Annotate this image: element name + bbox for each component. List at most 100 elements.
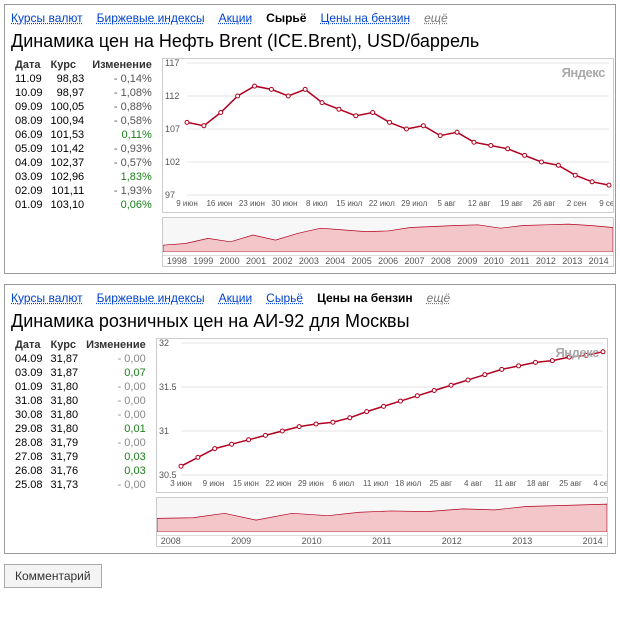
table-row: 02.09101,11- 1,93% xyxy=(11,184,156,198)
overview-chart[interactable]: 2008200920102011201220132014 xyxy=(156,497,608,547)
chart-area: Яндекс971021071121179 июн16 июн23 июн30 … xyxy=(156,58,614,267)
cell-kurs: 101,53 xyxy=(47,128,89,142)
nav-link-2[interactable]: Акции xyxy=(219,291,253,305)
cell-date: 01.09 xyxy=(11,198,47,212)
overview-year: 2005 xyxy=(352,256,372,266)
table-row: 06.09101,530,11% xyxy=(11,128,156,142)
nav-link-3[interactable]: Сырьё xyxy=(266,291,303,305)
panel-title: Динамика цен на Нефть Brent (ICE.Brent),… xyxy=(11,31,609,52)
table-row: 08.09100,94- 0,58% xyxy=(11,114,156,128)
cell-date: 10.09 xyxy=(11,86,47,100)
nav-link-1[interactable]: Биржевые индексы xyxy=(97,291,205,305)
cell-kurs: 31,80 xyxy=(47,394,83,408)
cell-kurs: 31,80 xyxy=(47,422,83,436)
cell-kurs: 102,37 xyxy=(47,156,89,170)
cell-date: 11.09 xyxy=(11,72,47,86)
watermark: Яндекс xyxy=(555,345,598,360)
cell-change: - 0,57% xyxy=(88,156,156,170)
nav-link-0[interactable]: Курсы валют xyxy=(11,291,83,305)
svg-text:15 июл: 15 июл xyxy=(336,199,362,208)
table-row: 25.0831,73- 0,00 xyxy=(11,478,150,492)
table-row: 01.09103,100,06% xyxy=(11,198,156,212)
table-row: 31.0831,80- 0,00 xyxy=(11,394,150,408)
cell-date: 30.08 xyxy=(11,408,47,422)
cell-change: - 0,88% xyxy=(88,100,156,114)
overview-year: 2003 xyxy=(299,256,319,266)
cell-change: - 0,00 xyxy=(82,394,150,408)
svg-text:26 авг: 26 авг xyxy=(533,199,556,208)
svg-text:18 июл: 18 июл xyxy=(395,479,421,488)
main-chart[interactable]: Яндекс971021071121179 июн16 июн23 июн30 … xyxy=(162,58,614,213)
overview-year: 2008 xyxy=(161,536,181,546)
overview-chart[interactable]: 1998199920002001200220032004200520062007… xyxy=(162,217,614,267)
table-header: Дата xyxy=(11,58,47,72)
table-row: 28.0831,79- 0,00 xyxy=(11,436,150,450)
svg-text:9 июн: 9 июн xyxy=(176,199,198,208)
table-row: 01.0931,80- 0,00 xyxy=(11,380,150,394)
table-header: Курс xyxy=(47,338,83,352)
svg-text:107: 107 xyxy=(165,124,180,134)
svg-text:22 июл: 22 июл xyxy=(369,199,395,208)
svg-text:25 авг: 25 авг xyxy=(429,479,452,488)
nav-link-2[interactable]: Акции xyxy=(219,11,253,25)
nav-link-1[interactable]: Биржевые индексы xyxy=(97,11,205,25)
cell-change: 0,06% xyxy=(88,198,156,212)
cell-change: - 0,00 xyxy=(82,352,150,366)
svg-text:102: 102 xyxy=(165,157,180,167)
svg-text:9 сен: 9 сен xyxy=(599,199,613,208)
watermark: Яндекс xyxy=(562,65,605,80)
svg-text:31: 31 xyxy=(159,426,169,436)
table-row: 03.09102,961,83% xyxy=(11,170,156,184)
overview-year: 2006 xyxy=(378,256,398,266)
cell-date: 29.08 xyxy=(11,422,47,436)
chart-area: Яндекс30.53131.5323 июн9 июн15 июн22 июн… xyxy=(150,338,609,547)
overview-year: 2013 xyxy=(562,256,582,266)
table-row: 11.0998,83- 0,14% xyxy=(11,72,156,86)
cell-date: 26.08 xyxy=(11,464,47,478)
svg-text:97: 97 xyxy=(165,190,175,200)
nav-link-4[interactable]: Цены на бензин xyxy=(320,11,410,25)
svg-text:23 июн: 23 июн xyxy=(239,199,265,208)
nav-link-4[interactable]: Цены на бензин xyxy=(317,291,413,305)
overview-year: 1999 xyxy=(193,256,213,266)
table-row: 26.0831,760,03 xyxy=(11,464,150,478)
overview-year: 2010 xyxy=(484,256,504,266)
table-header: Изменение xyxy=(82,338,150,352)
cell-date: 25.08 xyxy=(11,478,47,492)
svg-text:6 июл: 6 июл xyxy=(332,479,354,488)
cell-kurs: 31,87 xyxy=(47,352,83,366)
cell-change: 1,83% xyxy=(88,170,156,184)
panel-content: ДатаКурсИзменение04.0931,87- 0,0003.0931… xyxy=(11,338,609,547)
overview-year: 2014 xyxy=(589,256,609,266)
comment-button[interactable]: Комментарий xyxy=(4,564,102,588)
cell-kurs: 98,83 xyxy=(47,72,89,86)
overview-year: 2013 xyxy=(512,536,532,546)
cell-kurs: 31,79 xyxy=(47,450,83,464)
svg-text:15 июн: 15 июн xyxy=(233,479,259,488)
table-header: Курс xyxy=(47,58,89,72)
svg-text:31.5: 31.5 xyxy=(159,382,177,392)
panel-1: Курсы валют Биржевые индексы Акции Сырьё Цен… xyxy=(4,284,616,554)
nav-link-3[interactable]: Сырьё xyxy=(266,11,306,25)
cell-kurs: 102,96 xyxy=(47,170,89,184)
main-chart[interactable]: Яндекс30.53131.5323 июн9 июн15 июн22 июн… xyxy=(156,338,608,493)
cell-kurs: 103,10 xyxy=(47,198,89,212)
nav-tabs: Курсы валют Биржевые индексы Акции Сырьё Цен… xyxy=(11,9,609,29)
nav-tabs: Курсы валют Биржевые индексы Акции Сырьё Цен… xyxy=(11,289,609,309)
price-table: ДатаКурсИзменение04.0931,87- 0,0003.0931… xyxy=(11,338,150,547)
overview-year: 2010 xyxy=(302,536,322,546)
nav-link-0[interactable]: Курсы валют xyxy=(11,11,83,25)
nav-more[interactable]: ещё xyxy=(427,291,451,305)
cell-date: 27.08 xyxy=(11,450,47,464)
cell-change: - 0,58% xyxy=(88,114,156,128)
svg-text:4 авг: 4 авг xyxy=(464,479,482,488)
cell-change: - 1,08% xyxy=(88,86,156,100)
cell-date: 03.09 xyxy=(11,170,47,184)
nav-more[interactable]: ещё xyxy=(424,11,448,25)
overview-year: 2009 xyxy=(457,256,477,266)
overview-year: 2001 xyxy=(246,256,266,266)
cell-change: 0,07 xyxy=(82,366,150,380)
cell-kurs: 100,94 xyxy=(47,114,89,128)
cell-kurs: 31,87 xyxy=(47,366,83,380)
cell-date: 28.08 xyxy=(11,436,47,450)
